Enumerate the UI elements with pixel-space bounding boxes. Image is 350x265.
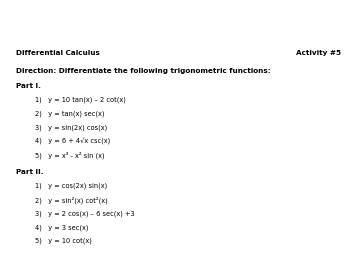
Text: Differential Calculus: Differential Calculus [16, 50, 100, 56]
Text: 4)   y = 3 sec(x): 4) y = 3 sec(x) [35, 224, 89, 231]
Text: 5)   y = x³ - x² sin (x): 5) y = x³ - x² sin (x) [35, 152, 105, 159]
Text: Activity #5: Activity #5 [296, 50, 341, 56]
Text: Direction: Differentiate the following trigonometric functions:: Direction: Differentiate the following t… [16, 68, 270, 74]
Text: 3)   y = 2 cos(x) – 6 sec(x) +3: 3) y = 2 cos(x) – 6 sec(x) +3 [35, 210, 135, 217]
Text: 5)   y = 10 cot(x): 5) y = 10 cot(x) [35, 238, 92, 245]
Text: 2)   y = sin²(x) cot²(x): 2) y = sin²(x) cot²(x) [35, 197, 108, 204]
Text: Part I.: Part I. [16, 83, 41, 89]
Text: 1)   y = cos(2x) sin(x): 1) y = cos(2x) sin(x) [35, 183, 107, 189]
Text: 4)   y = 6 + 4√x csc(x): 4) y = 6 + 4√x csc(x) [35, 138, 110, 145]
Text: Part II.: Part II. [16, 169, 43, 175]
Text: 1)   y = 10 tan(x) – 2 cot(x): 1) y = 10 tan(x) – 2 cot(x) [35, 97, 126, 103]
Text: 2)   y = tan(x) sec(x): 2) y = tan(x) sec(x) [35, 111, 105, 117]
Text: 3)   y = sin(2x) cos(x): 3) y = sin(2x) cos(x) [35, 124, 107, 131]
